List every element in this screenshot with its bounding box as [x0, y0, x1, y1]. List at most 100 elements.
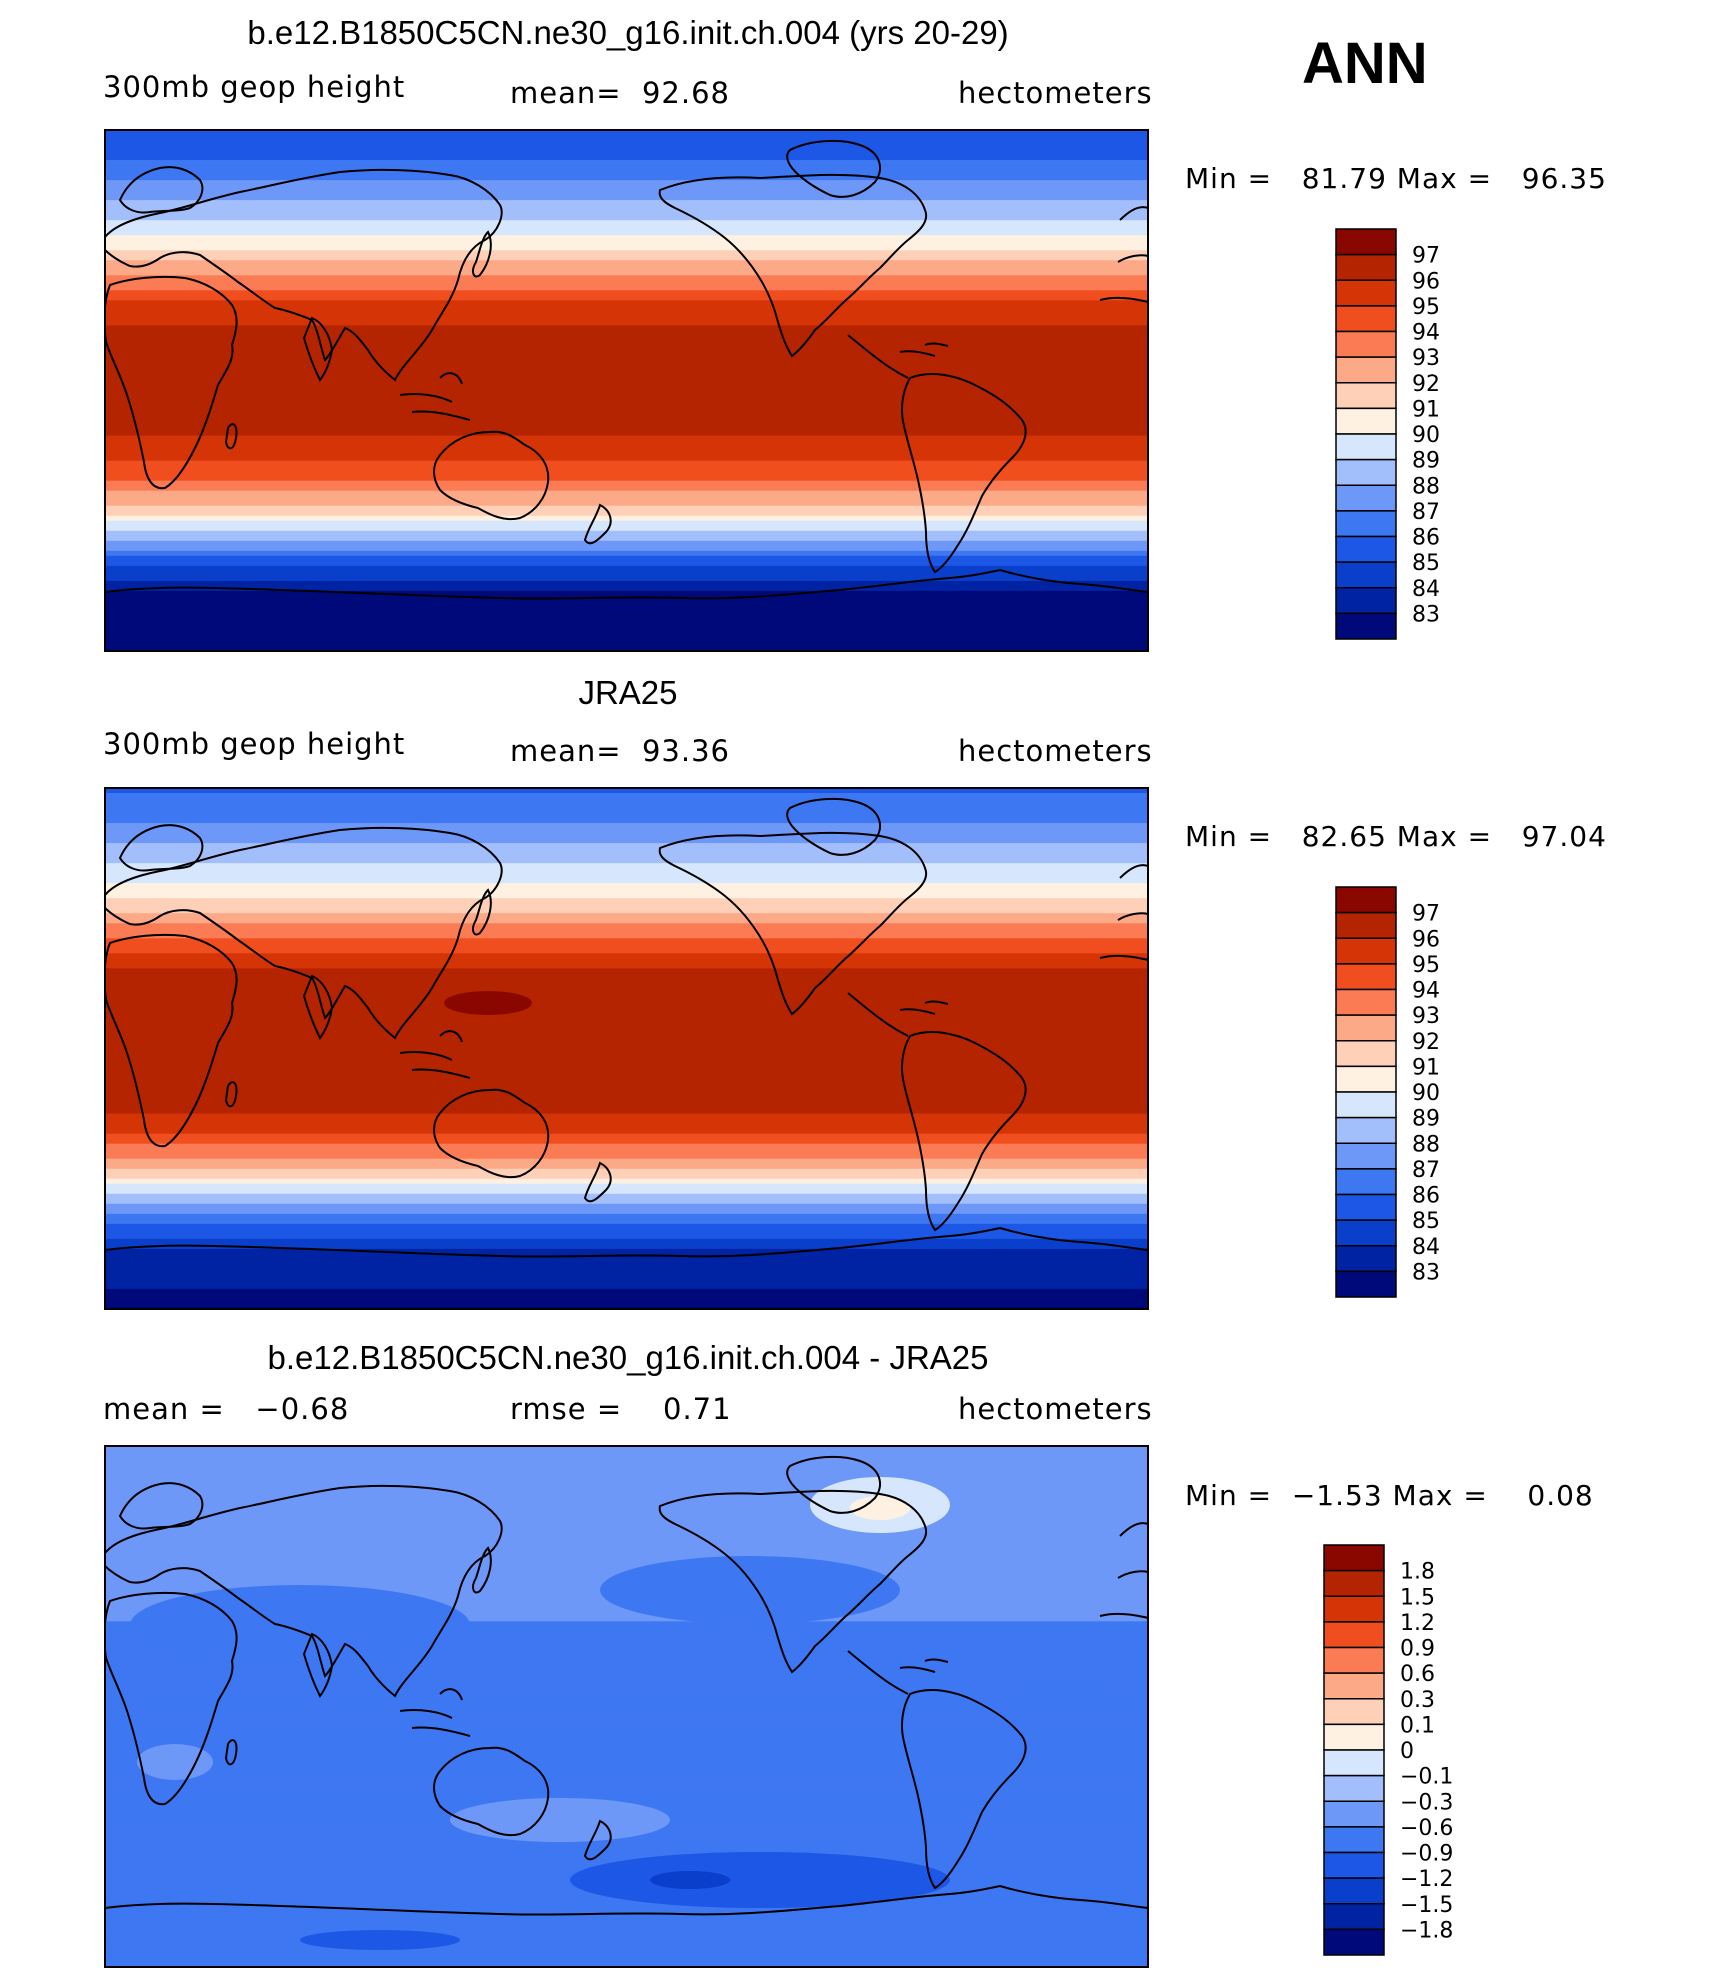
contour-band: [105, 385, 1148, 392]
map-frame: [104, 129, 1149, 652]
contour-band: [105, 375, 1148, 382]
contour-band: [105, 1198, 1148, 1205]
contour-band: [105, 1611, 1148, 1617]
contour-band: [105, 380, 1148, 387]
contour-band: [105, 1023, 1148, 1030]
contour-band: [105, 1078, 1148, 1085]
colorbar-swatch: [1335, 561, 1397, 589]
contour-band: [105, 823, 1148, 829]
contour-band: [105, 1298, 1148, 1305]
colorbar-label: 83: [1412, 602, 1440, 627]
colorbar-swatch: [1335, 1219, 1397, 1247]
colorbar-label: 88: [1412, 1132, 1440, 1157]
contour-band: [105, 953, 1148, 959]
contour-band: [105, 330, 1148, 336]
colorbar-swatch: [1335, 1193, 1397, 1221]
contour-band: [105, 1133, 1148, 1140]
contour-band: [105, 235, 1148, 241]
contour-band: [105, 968, 1148, 974]
contour-band: [105, 838, 1148, 844]
colorbar-swatch: [1335, 382, 1397, 410]
contour-band: [105, 1651, 1148, 1657]
colorbar-swatch: [1323, 1774, 1385, 1803]
contour-band: [105, 410, 1148, 417]
colorbar-label: 94: [1412, 979, 1440, 1004]
contour-band: [105, 465, 1148, 472]
contour-band: [105, 1068, 1148, 1075]
contour-band: [105, 1288, 1148, 1295]
contour-band: [105, 470, 1148, 477]
contour-band: [105, 1951, 1148, 1958]
colorbar-swatch: [1323, 1672, 1385, 1700]
contour-band: [105, 480, 1148, 487]
contour-band: [105, 808, 1148, 814]
contour-band: [105, 948, 1148, 954]
contour-band: [105, 1506, 1148, 1512]
contour-band: [105, 185, 1148, 191]
contour-band: [105, 1961, 1148, 1967]
colorbar-swatch: [1335, 911, 1397, 940]
contour-region: [180, 1494, 420, 1546]
contour-band: [105, 620, 1148, 627]
contour-band: [105, 1836, 1148, 1843]
contour-band: [105, 300, 1148, 306]
contour-band: [105, 460, 1148, 467]
contour-band: [105, 395, 1148, 402]
contour-band: [105, 450, 1148, 457]
contour-band: [105, 600, 1148, 607]
colorbar-swatch: [1335, 1168, 1397, 1196]
colorbar-label: 93: [1412, 346, 1440, 371]
contour-band: [105, 1716, 1148, 1723]
colorbar-label: 92: [1412, 372, 1440, 397]
contour-band: [105, 1671, 1148, 1678]
colorbar-swatch: [1335, 510, 1397, 538]
contour-band: [105, 828, 1148, 834]
panel2-mean: mean= 93.36: [510, 734, 730, 768]
contour-band: [105, 988, 1148, 994]
colorbar-label: 0.6: [1400, 1662, 1435, 1687]
contour-region: [850, 1496, 910, 1520]
contour-band: [105, 1481, 1148, 1487]
contour-band: [105, 813, 1148, 819]
contour-band: [105, 1751, 1148, 1758]
colorbar-label: 97: [1412, 902, 1440, 927]
colorbar-swatch: [1335, 1116, 1397, 1145]
panel3-units: hectometers: [958, 1392, 1153, 1426]
colorbar-label: 0: [1400, 1739, 1414, 1764]
contour-band: [105, 490, 1148, 497]
contour-band: [105, 913, 1148, 919]
contour-band: [105, 1726, 1148, 1733]
colorbar-label: 84: [1412, 577, 1440, 602]
contour-band: [105, 1666, 1148, 1673]
contour-band: [105, 1466, 1148, 1472]
colorbar-label: 90: [1412, 423, 1440, 448]
contour-band: [105, 1253, 1148, 1260]
colorbar-label: −1.5: [1400, 1893, 1453, 1918]
contour-band: [105, 803, 1148, 809]
colorbar-label: 97: [1412, 244, 1440, 269]
contour-band: [105, 888, 1148, 894]
colorbar-label: 90: [1412, 1081, 1440, 1106]
contour-band: [105, 1656, 1148, 1663]
colorbar-label: 95: [1412, 953, 1440, 978]
contour-band: [105, 1268, 1148, 1275]
contour-band: [105, 440, 1148, 447]
contour-band: [105, 1033, 1148, 1040]
colorbar-swatch: [1335, 1014, 1397, 1042]
contour-band: [105, 1273, 1148, 1280]
contour-band: [105, 923, 1148, 929]
contour-band: [105, 605, 1148, 612]
contour-band: [105, 1203, 1148, 1210]
colorbar-label: 94: [1412, 321, 1440, 346]
contour-band: [105, 1906, 1148, 1913]
contour-band: [105, 1791, 1148, 1798]
contour-band: [105, 928, 1148, 934]
contour-max-region: [444, 991, 532, 1015]
colorbar-label: 92: [1412, 1030, 1440, 1055]
contour-band: [105, 973, 1148, 979]
contour-band: [105, 1283, 1148, 1290]
contour-band: [105, 798, 1148, 804]
contour-band: [105, 1153, 1148, 1160]
contour-band: [105, 1776, 1148, 1783]
